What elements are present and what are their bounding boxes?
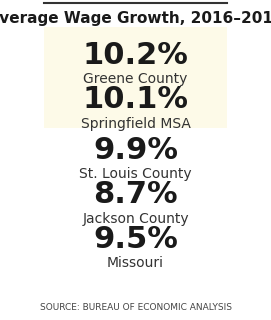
Text: St. Louis County: St. Louis County bbox=[79, 167, 192, 181]
Text: 9.5%: 9.5% bbox=[93, 225, 178, 254]
Text: Jackson County: Jackson County bbox=[82, 212, 189, 226]
Text: Average Wage Growth, 2016–2019: Average Wage Growth, 2016–2019 bbox=[0, 11, 271, 26]
Text: Greene County: Greene County bbox=[83, 72, 188, 86]
Text: 8.7%: 8.7% bbox=[93, 180, 178, 209]
Text: SOURCE: BUREAU OF ECONOMIC ANALYSIS: SOURCE: BUREAU OF ECONOMIC ANALYSIS bbox=[40, 303, 231, 312]
FancyBboxPatch shape bbox=[44, 27, 227, 128]
Text: 10.1%: 10.1% bbox=[82, 85, 189, 114]
Text: Springfield MSA: Springfield MSA bbox=[80, 116, 191, 131]
Text: Missouri: Missouri bbox=[107, 256, 164, 270]
Text: 10.2%: 10.2% bbox=[83, 41, 188, 70]
Text: 9.9%: 9.9% bbox=[93, 136, 178, 165]
